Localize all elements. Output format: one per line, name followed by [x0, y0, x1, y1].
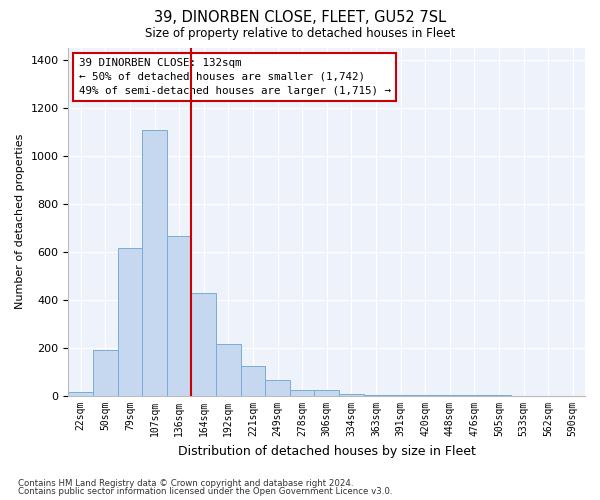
- Bar: [339, 394, 364, 396]
- Bar: [364, 395, 388, 396]
- Bar: [93, 350, 118, 396]
- Bar: [167, 236, 191, 396]
- Y-axis label: Number of detached properties: Number of detached properties: [15, 134, 25, 310]
- Bar: [265, 380, 290, 396]
- Text: 39 DINORBEN CLOSE: 132sqm
← 50% of detached houses are smaller (1,742)
49% of se: 39 DINORBEN CLOSE: 132sqm ← 50% of detac…: [79, 58, 391, 96]
- Text: 39, DINORBEN CLOSE, FLEET, GU52 7SL: 39, DINORBEN CLOSE, FLEET, GU52 7SL: [154, 10, 446, 25]
- Text: Contains HM Land Registry data © Crown copyright and database right 2024.: Contains HM Land Registry data © Crown c…: [18, 478, 353, 488]
- Bar: [68, 392, 93, 396]
- Text: Size of property relative to detached houses in Fleet: Size of property relative to detached ho…: [145, 28, 455, 40]
- Bar: [216, 344, 241, 396]
- Bar: [314, 390, 339, 396]
- Bar: [191, 292, 216, 396]
- Bar: [118, 248, 142, 396]
- Bar: [241, 366, 265, 396]
- Bar: [142, 130, 167, 396]
- Bar: [290, 390, 314, 396]
- X-axis label: Distribution of detached houses by size in Fleet: Distribution of detached houses by size …: [178, 444, 476, 458]
- Text: Contains public sector information licensed under the Open Government Licence v3: Contains public sector information licen…: [18, 487, 392, 496]
